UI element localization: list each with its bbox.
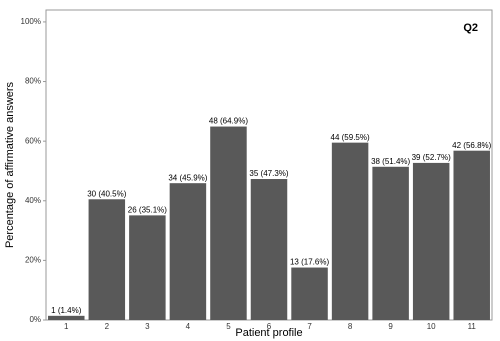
y-tick-label: 40%: [25, 196, 41, 205]
y-tick-label: 20%: [25, 255, 41, 264]
value-label: 26 (35.1%): [128, 205, 167, 214]
bar: [331, 142, 369, 320]
bar: [250, 179, 288, 320]
y-tick-label: 100%: [21, 17, 41, 26]
value-label: 39 (52.7%): [412, 153, 451, 162]
x-tick-label: 3: [145, 322, 150, 331]
bar: [453, 150, 490, 320]
x-tick-label: 10: [427, 322, 436, 331]
x-tick-label: 4: [186, 322, 191, 331]
value-label: 44 (59.5%): [331, 133, 370, 142]
bar: [48, 315, 85, 320]
bar: [169, 183, 207, 320]
value-label: 42 (56.8%): [452, 141, 491, 150]
bar: [210, 126, 247, 320]
x-tick-label: 11: [468, 322, 477, 331]
value-label: 34 (45.9%): [168, 173, 207, 182]
x-tick-label: 1: [64, 322, 69, 331]
value-label: 48 (64.9%): [209, 117, 248, 126]
bar: [372, 166, 409, 320]
bar: [129, 215, 166, 320]
value-label: 1 (1.4%): [51, 306, 82, 315]
x-tick-label: 8: [348, 322, 353, 331]
x-tick-label: 5: [226, 322, 231, 331]
y-tick-label: 0%: [29, 315, 41, 324]
y-tick-label: 60%: [25, 136, 41, 145]
x-axis-label: Patient profile: [235, 327, 302, 339]
value-label: 13 (17.6%): [290, 258, 329, 267]
bar: [412, 162, 450, 320]
annotation: Q2: [463, 22, 478, 34]
y-axis-label: Percentage of affirmative answers: [4, 81, 16, 248]
y-tick-label: 80%: [25, 77, 41, 86]
value-label: 30 (40.5%): [87, 189, 126, 198]
x-tick-label: 6: [267, 322, 272, 331]
x-tick-label: 2: [105, 322, 110, 331]
x-tick-label: 9: [388, 322, 393, 331]
value-label: 35 (47.3%): [249, 169, 288, 178]
bar: [291, 267, 328, 320]
value-label: 38 (51.4%): [371, 157, 410, 166]
x-tick-label: 7: [307, 322, 312, 331]
bar: [88, 199, 126, 320]
